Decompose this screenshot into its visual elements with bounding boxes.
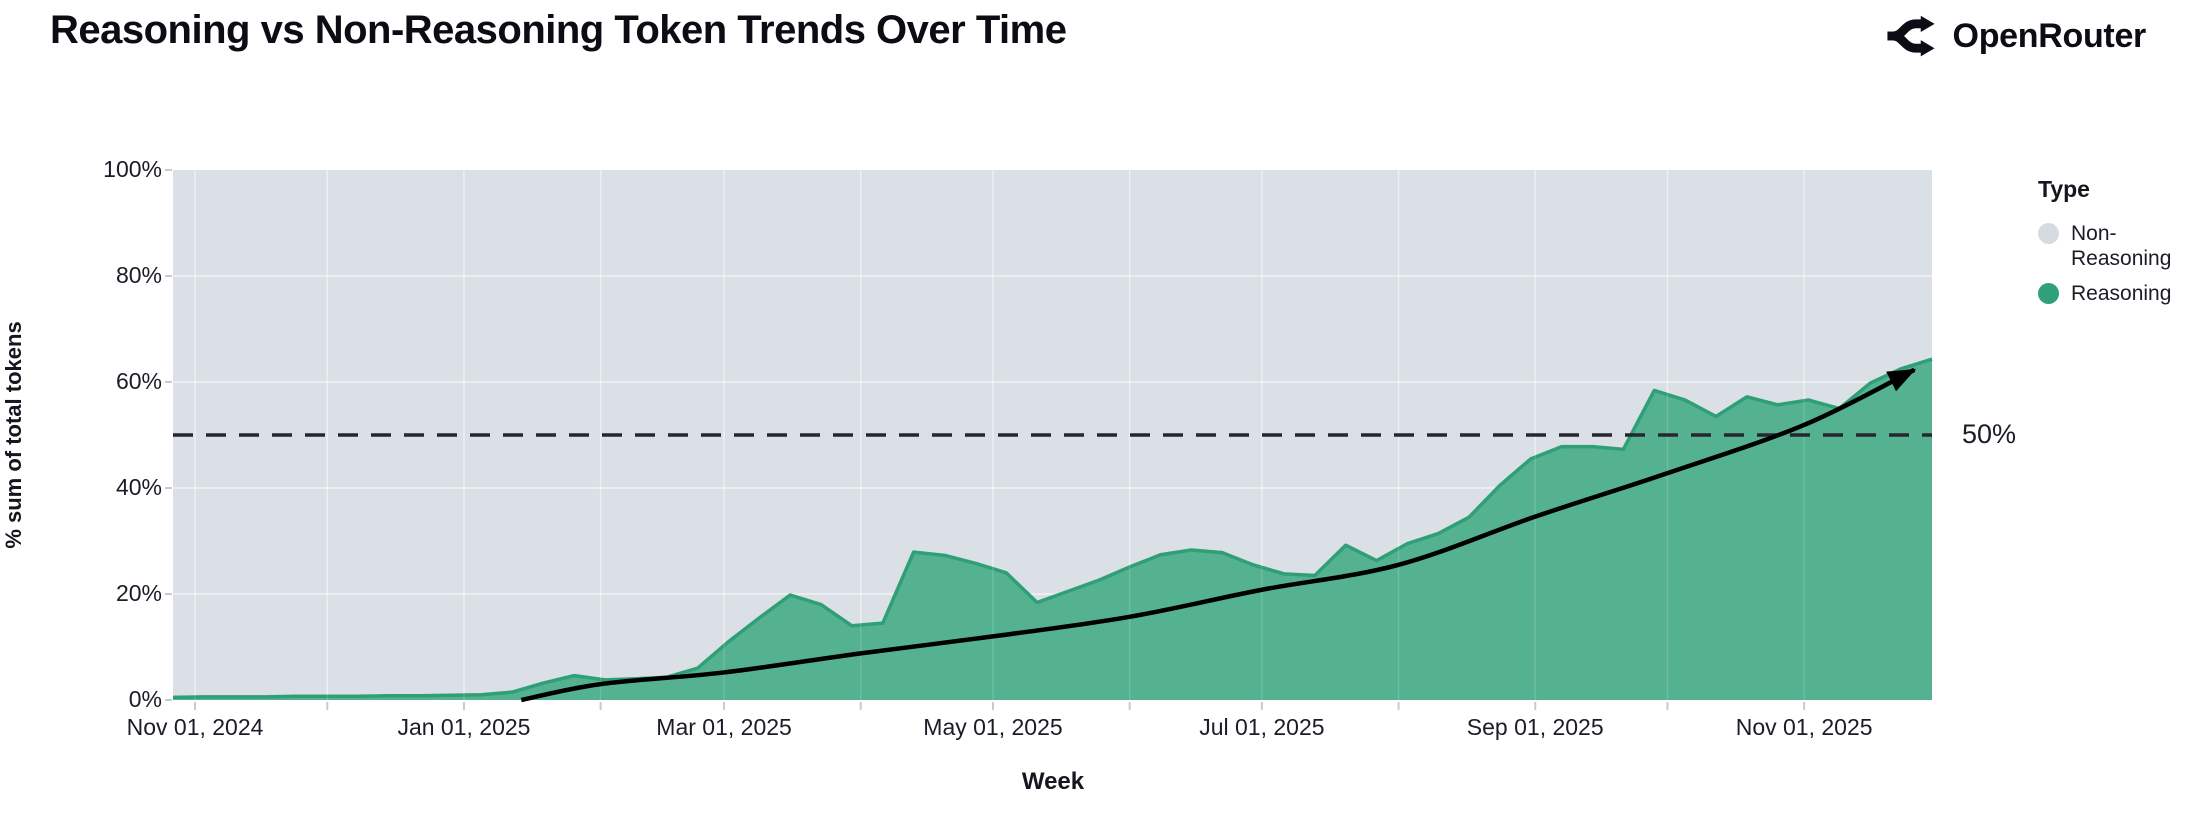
legend-swatch [2038,223,2059,244]
legend-swatch [2038,283,2059,304]
legend: Type Non-Reasoning Reasoning [2038,176,2198,316]
trend-curve [520,367,1916,703]
x-tick-label: Sep 01, 2025 [1466,714,1604,740]
y-tick-label: 100% [103,156,162,182]
page-title: Reasoning vs Non-Reasoning Token Trends … [50,8,1067,52]
openrouter-brand-text: OpenRouter [1952,16,2147,55]
y-tick-label: 40% [115,474,162,500]
x-tick-label: Nov 01, 2024 [126,714,264,740]
reference-line-label: 50% [1962,419,2017,449]
x-tick-label: May 01, 2025 [923,714,1063,740]
x-tick-label: Jan 01, 2025 [397,714,531,740]
legend-item-reasoning: Reasoning [2038,281,2198,306]
x-tick-label: Nov 01, 2025 [1735,714,1873,740]
openrouter-fork-icon [1885,10,1937,62]
openrouter-logo: OpenRouter [1885,10,2146,62]
y-axis-label: % sum of total tokens [1,321,26,549]
y-tick-label: 20% [115,580,162,606]
x-tick-label: Mar 01, 2025 [656,714,792,740]
legend-item-non-reasoning: Non-Reasoning [2038,221,2198,271]
y-tick-label: 80% [115,262,162,288]
reasoning-area [173,359,1932,700]
x-tick-label: Jul 01, 2025 [1199,714,1325,740]
trend-arrowhead [1886,368,1917,392]
y-tick-label: 60% [115,368,162,394]
legend-title: Type [2038,176,2090,202]
y-tick-label: 0% [128,686,162,712]
legend-label: Reasoning [2071,282,2172,305]
x-axis-label: Week [1021,768,1085,795]
legend-label: Non-Reasoning [2071,222,2172,270]
reasoning-area-edge [172,357,1933,700]
